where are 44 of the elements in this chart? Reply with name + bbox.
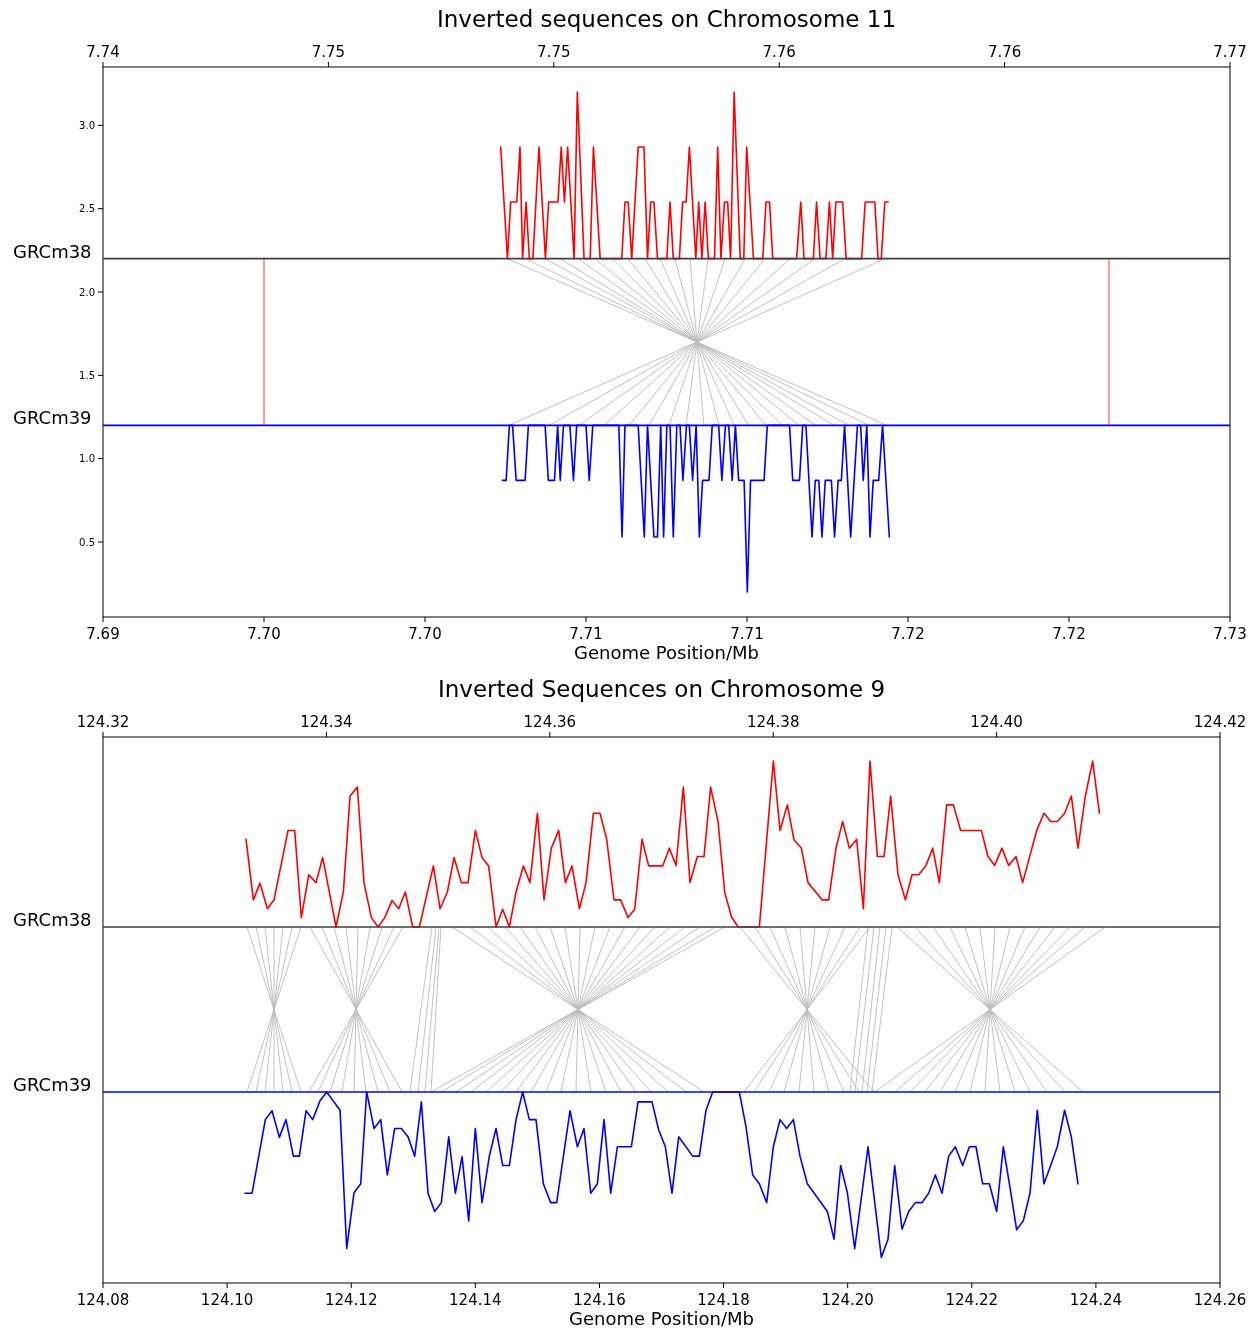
chart-title: Inverted Sequences on Chromosome 9 (437, 676, 886, 702)
x2-tick-label: 124.36 (523, 713, 577, 731)
ref-line-label: GRCm38 (13, 240, 92, 262)
x-tick-label: 7.69 (86, 625, 120, 643)
x2-tick-label: 124.32 (76, 713, 130, 731)
x2-tick-label: 124.42 (1193, 713, 1247, 731)
x2-tick-label: 7.76 (762, 43, 796, 61)
x-tick-label: 124.12 (324, 1291, 378, 1309)
x-tick-label: 124.18 (697, 1291, 750, 1309)
x2-tick-label: 7.76 (987, 43, 1022, 61)
x2-tick-label: 7.75 (311, 43, 346, 61)
y-tick-label: 2.0 (79, 286, 95, 298)
x-tick-label: 124.14 (449, 1291, 502, 1309)
x-tick-label: 7.71 (730, 625, 764, 643)
x-tick-label: 124.20 (821, 1291, 874, 1309)
ref-line-label: GRCm39 (13, 1073, 92, 1095)
chart-title: Inverted sequences on Chromosome 11 (436, 6, 897, 32)
x2-tick-label: 124.38 (746, 713, 800, 731)
x-tick-label: 7.72 (1052, 625, 1086, 643)
x-axis-title: Genome Position/Mb (569, 1308, 754, 1329)
x2-tick-label: 124.34 (300, 713, 353, 731)
x-tick-label: 7.73 (1213, 625, 1247, 643)
x2-tick-label: 7.77 (1213, 43, 1247, 61)
x-tick-label: 124.22 (945, 1291, 999, 1309)
y-tick-label: 2.5 (79, 203, 95, 215)
x-tick-label: 7.72 (891, 625, 925, 643)
x2-tick-label: 7.74 (86, 43, 120, 61)
x-tick-label: 124.10 (200, 1291, 254, 1309)
x-tick-label: 124.24 (1069, 1291, 1123, 1309)
x-tick-label: 124.08 (76, 1291, 130, 1309)
y-tick-label: 0.5 (79, 536, 95, 548)
x2-tick-label: 7.75 (537, 43, 571, 61)
ref-line-label: GRCm39 (13, 407, 92, 429)
x2-tick-label: 124.40 (970, 713, 1023, 731)
x-tick-label: 124.26 (1193, 1291, 1247, 1309)
x-tick-label: 7.70 (408, 625, 442, 643)
ref-line-label: GRCm38 (13, 909, 92, 930)
y-tick-label: 3.0 (79, 119, 95, 131)
x-tick-label: 7.71 (569, 625, 603, 643)
y-tick-label: 1.5 (79, 369, 95, 381)
x-tick-label: 124.16 (573, 1291, 626, 1309)
x-tick-label: 7.70 (247, 625, 281, 643)
y-tick-label: 1.0 (79, 453, 95, 465)
x-axis-title: Genome Position/Mb (574, 642, 759, 663)
